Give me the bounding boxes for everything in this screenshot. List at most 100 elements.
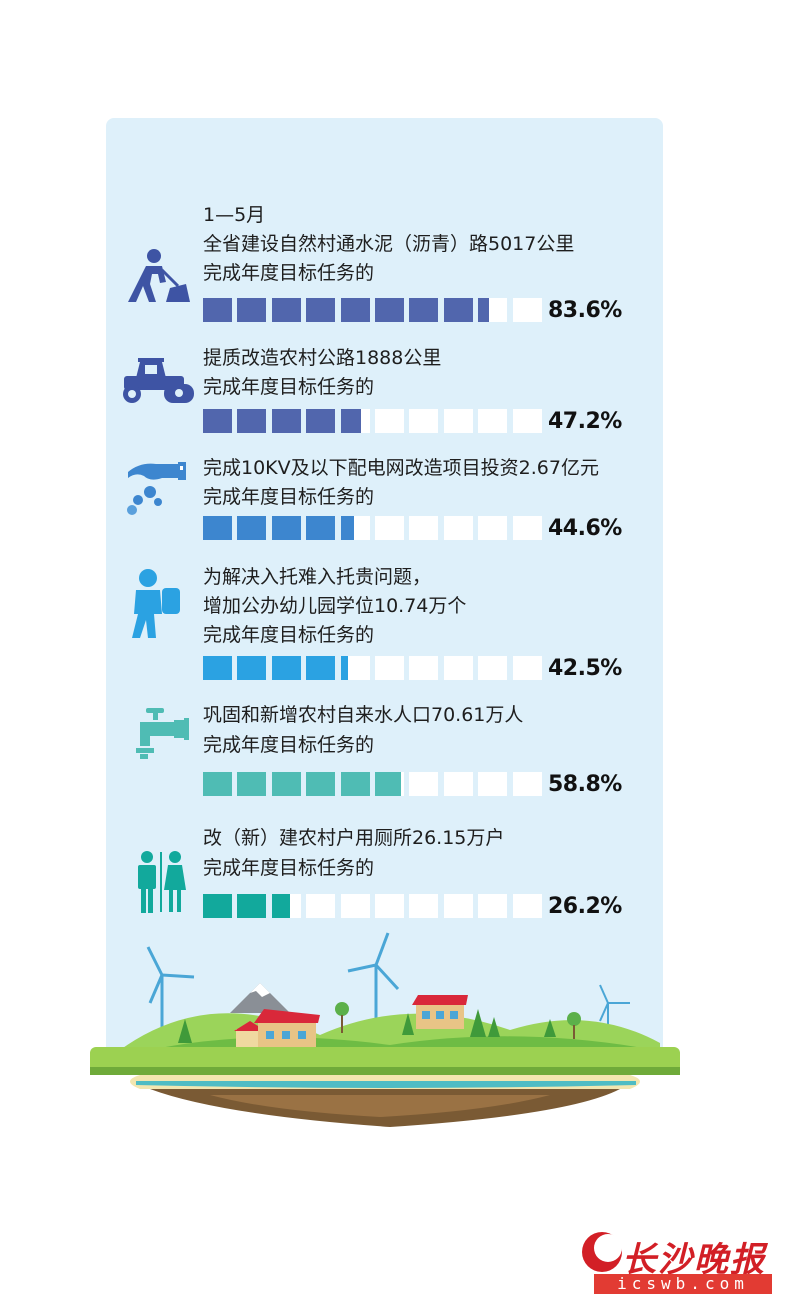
bar-segment: [306, 894, 336, 918]
bar-segment-fill: [340, 409, 362, 433]
bar-segment: [340, 298, 370, 322]
bar-segment: [478, 409, 508, 433]
item4-line2: 增加公办幼儿园学位10.74万个: [203, 595, 467, 617]
logo-emblem-icon: [582, 1232, 622, 1272]
item5-line2: 完成年度目标任务的: [203, 734, 375, 756]
bar-segment-fill: [271, 298, 301, 322]
bar-segment: [203, 516, 232, 540]
water-tap-icon: [132, 706, 190, 766]
bar-segment: [512, 772, 542, 796]
bar-segment-fill: [306, 772, 336, 796]
item3-percent: 44.6%: [548, 516, 622, 541]
bar-segment: [512, 894, 542, 918]
bar-segment: [443, 772, 473, 796]
bar-segment: [375, 409, 404, 433]
bar-segment: [443, 409, 473, 433]
bar-segment: [512, 409, 542, 433]
bar-segment: [203, 409, 232, 433]
bar-segment-fill: [203, 772, 232, 796]
bar-segment-fill: [203, 409, 232, 433]
bar-segment: [237, 772, 267, 796]
bar-segment: [340, 409, 370, 433]
bar-segment: [443, 656, 473, 680]
bar-segment: [271, 516, 301, 540]
bar-segment-fill: [340, 516, 354, 540]
bar-segment: [203, 772, 232, 796]
bar-segment-fill: [237, 656, 267, 680]
item4-line1: 为解决入托难入托贵问题，: [203, 566, 432, 588]
bar-segment: [478, 772, 508, 796]
bar-segment: [203, 656, 232, 680]
bar-segment: [306, 516, 336, 540]
bar-segment-fill: [340, 772, 370, 796]
bar-segment-fill: [306, 298, 336, 322]
bar-segment: [340, 772, 370, 796]
child-backpack-icon: [128, 568, 184, 644]
bar-segment: [375, 298, 404, 322]
bar-segment-fill: [237, 298, 267, 322]
item2-line1: 提质改造农村公路1888公里: [203, 347, 442, 369]
bar-segment-fill: [271, 772, 301, 796]
bar-segment: [306, 772, 336, 796]
bar-segment: [512, 656, 542, 680]
bar-segment: [512, 516, 542, 540]
bar-segment: [203, 894, 232, 918]
bar-segment: [271, 298, 301, 322]
bar-segment-fill: [203, 894, 232, 918]
bar-segment: [443, 894, 473, 918]
bar-segment: [237, 516, 267, 540]
item1-line2: 完成年度目标任务的: [203, 262, 375, 284]
bar-segment: [409, 298, 439, 322]
bar-segment: [375, 656, 404, 680]
road-roller-icon: [116, 356, 196, 408]
bar-segment: [237, 298, 267, 322]
bar-segment: [237, 409, 267, 433]
bar-segment: [478, 894, 508, 918]
newspaper-logo: 长沙晚报 icswb.com: [578, 1230, 774, 1296]
bar-segment-fill: [340, 298, 370, 322]
bar-segment: [375, 894, 404, 918]
item5-percent: 58.8%: [548, 772, 622, 797]
item4-line3: 完成年度目标任务的: [203, 624, 375, 646]
bar-segment: [375, 772, 404, 796]
bar-segment: [409, 772, 439, 796]
bar-segment: [306, 409, 336, 433]
bar-segment-fill: [203, 298, 232, 322]
bar-segment: [271, 894, 301, 918]
bar-segment: [409, 409, 439, 433]
bar-segment-fill: [237, 772, 267, 796]
bar-segment-fill: [237, 409, 267, 433]
bar-segment: [478, 298, 508, 322]
bar-segment-fill: [340, 656, 348, 680]
logo-name: 长沙晚报: [622, 1240, 766, 1280]
bar-segment: [409, 894, 439, 918]
bar-segment-fill: [375, 772, 401, 796]
item6-line1: 改（新）建农村户用厕所26.15万户: [203, 827, 505, 849]
bar-segment-fill: [237, 516, 267, 540]
bar-segment-fill: [375, 298, 404, 322]
bar-segment-fill: [409, 298, 439, 322]
bar-segment-fill: [306, 409, 336, 433]
item3-line2: 完成年度目标任务的: [203, 486, 375, 508]
bar-segment-fill: [443, 298, 473, 322]
bar-segment-fill: [271, 409, 301, 433]
bar-segment: [443, 516, 473, 540]
bar-segment: [306, 656, 336, 680]
item5-line1: 巩固和新增农村自来水人口70.61万人: [203, 704, 524, 726]
bar-segment: [340, 894, 370, 918]
bar-segment: [512, 298, 542, 322]
item2-percent: 47.2%: [548, 409, 622, 434]
item1-line1: 全省建设自然村通水泥（沥青）路5017公里: [203, 233, 575, 255]
bar-segment: [340, 516, 370, 540]
bar-segment: [271, 772, 301, 796]
bar-segment: [340, 656, 370, 680]
bar-segment: [375, 516, 404, 540]
bar-segment: [306, 298, 336, 322]
item3-line1: 完成10KV及以下配电网改造项目投资2.67亿元: [203, 457, 599, 479]
bar-segment: [478, 656, 508, 680]
bar-segment-fill: [203, 516, 232, 540]
bar-segment-fill: [271, 894, 290, 918]
bar-segment: [443, 298, 473, 322]
investment-hand-icon: [122, 458, 192, 524]
bar-segment: [237, 894, 267, 918]
